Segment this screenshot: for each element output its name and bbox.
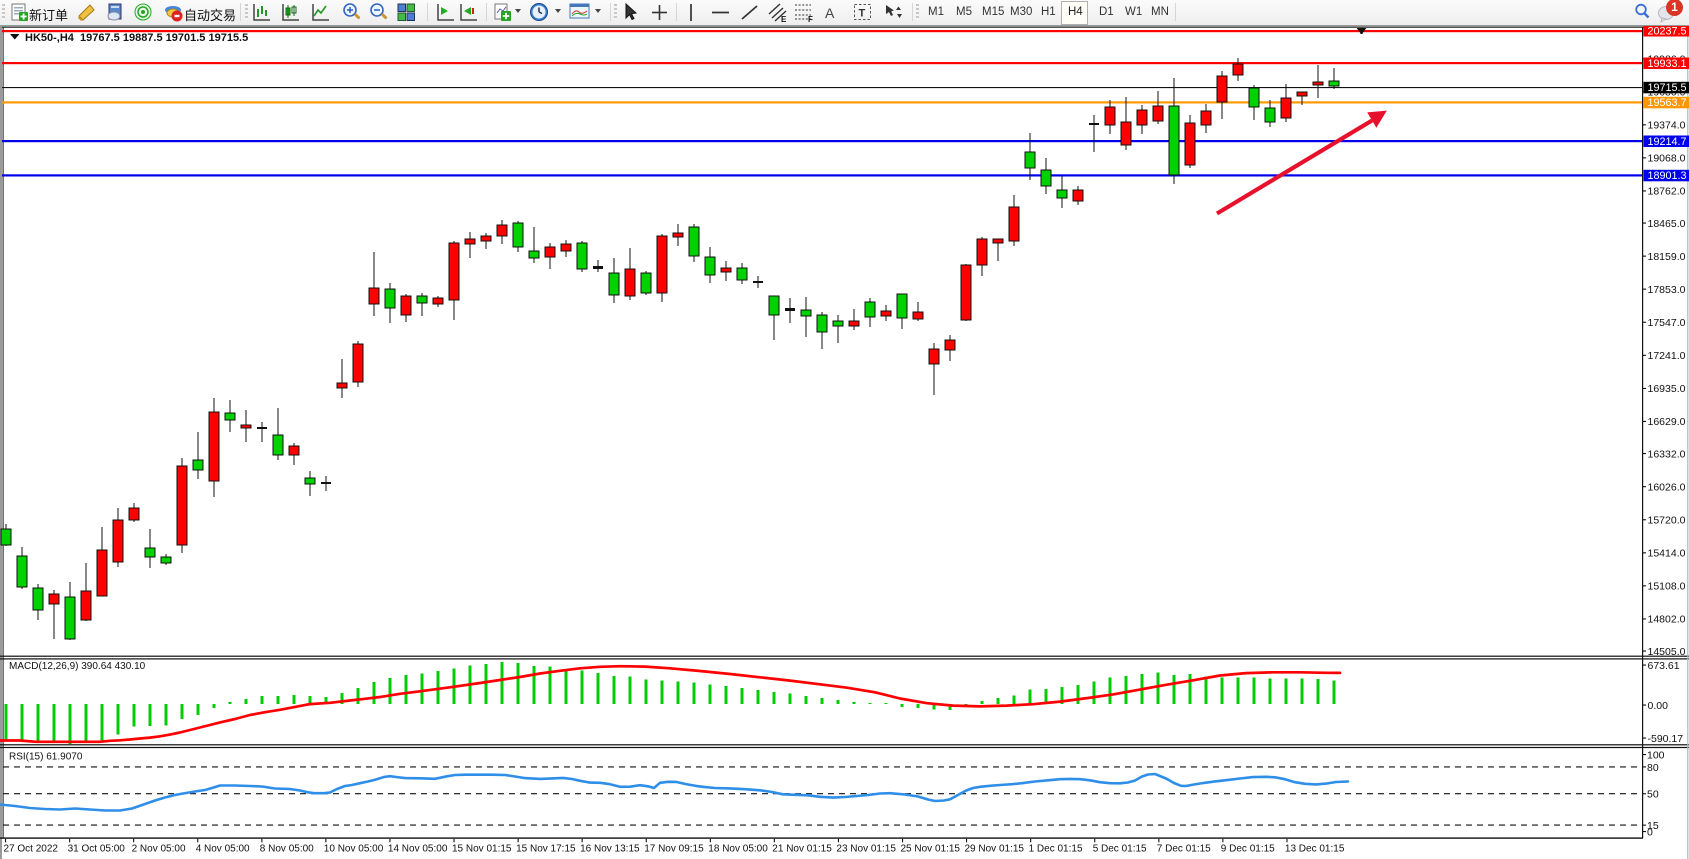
svg-text:19715.5: 19715.5 [1648,82,1687,94]
svg-text:15: 15 [1647,820,1659,832]
svg-text:80: 80 [1647,762,1659,774]
svg-text:18762.0: 18762.0 [1648,186,1686,198]
svg-text:18 Nov 05:00: 18 Nov 05:00 [708,844,768,855]
svg-text:HK50-,H4 19767.5 19887.5 1970: HK50-,H4 19767.5 19887.5 19701.5 19715.5 [25,32,248,44]
svg-text:MACD(12,26,9) 390.64 430.10: MACD(12,26,9) 390.64 430.10 [9,661,146,672]
svg-text:15108.0: 15108.0 [1648,581,1686,593]
svg-text:17547.0: 17547.0 [1648,317,1686,329]
svg-text:17 Nov 09:15: 17 Nov 09:15 [644,844,704,855]
svg-text:18159.0: 18159.0 [1648,251,1686,263]
svg-text:15414.0: 15414.0 [1648,548,1686,560]
svg-text:27 Oct 2022: 27 Oct 2022 [4,844,59,855]
svg-text:19933.1: 19933.1 [1648,58,1687,70]
svg-text:17853.0: 17853.0 [1648,284,1686,296]
svg-text:13 Dec 01:15: 13 Dec 01:15 [1285,844,1345,855]
svg-text:17241.0: 17241.0 [1648,350,1686,362]
svg-text:T: T [859,8,866,20]
svg-text:16629.0: 16629.0 [1648,416,1686,428]
svg-text:14 Nov 05:00: 14 Nov 05:00 [388,844,448,855]
svg-text:7 Dec 01:15: 7 Dec 01:15 [1157,844,1211,855]
svg-text:18465.0: 18465.0 [1648,218,1686,230]
svg-text:19214.7: 19214.7 [1648,136,1687,148]
svg-text:14505.0: 14505.0 [1648,646,1686,658]
svg-text:15 Nov 01:15: 15 Nov 01:15 [452,844,512,855]
svg-text:20237.5: 20237.5 [1648,25,1687,37]
svg-text:23 Nov 01:15: 23 Nov 01:15 [836,844,896,855]
svg-text:50: 50 [1647,789,1659,801]
svg-text:29 Nov 01:15: 29 Nov 01:15 [965,844,1025,855]
svg-text:F: F [808,15,813,23]
svg-text:25 Nov 01:15: 25 Nov 01:15 [901,844,961,855]
svg-text:4 Nov 05:00: 4 Nov 05:00 [196,844,250,855]
svg-text:0.00: 0.00 [1648,700,1669,712]
svg-text:10 Nov 05:00: 10 Nov 05:00 [324,844,384,855]
svg-text:5 Dec 01:15: 5 Dec 01:15 [1093,844,1147,855]
svg-text:9 Dec 01:15: 9 Dec 01:15 [1221,844,1275,855]
svg-text:16 Nov 13:15: 16 Nov 13:15 [580,844,640,855]
svg-text:16935.0: 16935.0 [1648,383,1686,395]
svg-text:-590.17: -590.17 [1648,733,1684,745]
svg-text:8 Nov 05:00: 8 Nov 05:00 [260,844,314,855]
svg-text:673.61: 673.61 [1648,660,1680,672]
svg-text:E: E [781,15,787,23]
svg-text:14802.0: 14802.0 [1648,614,1686,626]
svg-text:21 Nov 01:15: 21 Nov 01:15 [772,844,832,855]
svg-text:19374.0: 19374.0 [1648,120,1686,132]
svg-text:16026.0: 16026.0 [1648,481,1686,493]
svg-text:16332.0: 16332.0 [1648,448,1686,460]
svg-text:100: 100 [1647,750,1665,762]
svg-text:18901.3: 18901.3 [1648,170,1687,182]
svg-text:2 Nov 05:00: 2 Nov 05:00 [132,844,186,855]
svg-text:15720.0: 15720.0 [1648,515,1686,527]
svg-text:15 Nov 17:15: 15 Nov 17:15 [516,844,576,855]
svg-text:1 Dec 01:15: 1 Dec 01:15 [1029,844,1083,855]
svg-text:19563.7: 19563.7 [1648,97,1687,109]
svg-text:19068.0: 19068.0 [1648,153,1686,165]
svg-text:RSI(15) 61.9070: RSI(15) 61.9070 [9,752,83,763]
svg-text:31 Oct 05:00: 31 Oct 05:00 [68,844,126,855]
svg-text:0: 0 [1647,827,1653,839]
